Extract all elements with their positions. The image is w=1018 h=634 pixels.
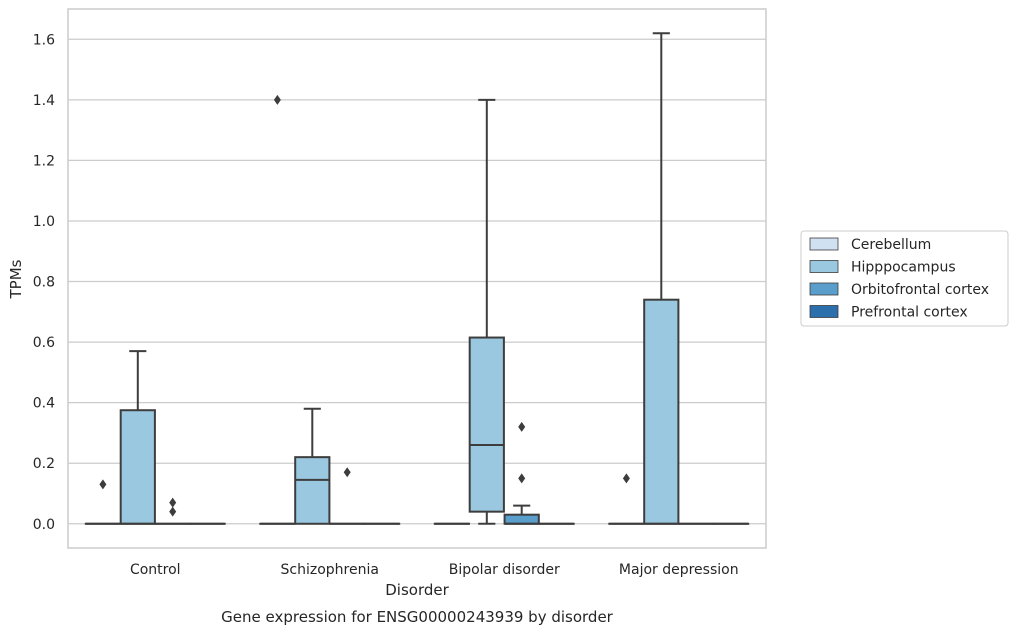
x-tick-label: Schizophrenia: [281, 562, 379, 578]
y-tick-label: 0.4: [33, 396, 55, 412]
legend-item: Cerebellum: [809, 237, 931, 253]
legend-frame: [800, 230, 1009, 327]
x-tick-label: Bipolar disorder: [449, 562, 560, 578]
box-plot: [119, 350, 156, 525]
box-plot: [643, 32, 680, 525]
outlier-point: [343, 467, 351, 478]
outlier-point: [518, 421, 526, 432]
y-tick-label: 0.2: [33, 456, 55, 472]
box-plot: [294, 407, 331, 525]
box-plot: [329, 467, 366, 525]
y-axis-label: TPMs: [7, 259, 25, 299]
y-tick-label: 1.4: [33, 93, 55, 109]
outlier-point: [169, 506, 177, 517]
outlier-point: [622, 473, 630, 484]
x-axis-label: Disorder: [385, 581, 449, 599]
box-plot: [259, 94, 296, 525]
legend-item: Hipppocampus: [809, 260, 956, 276]
outlier-point: [99, 479, 107, 490]
box-series: [84, 32, 750, 525]
x-tick-label: Control: [130, 562, 181, 578]
x-tick-labels: Control Schizophrenia Bipolar disorder Majo…: [130, 562, 739, 578]
y-tick-label: 1.2: [33, 153, 55, 169]
legend-item: Orbitofrontal cortex: [809, 282, 989, 298]
y-tick-label: 1.6: [33, 32, 55, 48]
legend-swatch: [809, 237, 839, 251]
legend-label: Orbitofrontal cortex: [851, 282, 989, 298]
outlier-point: [518, 473, 526, 484]
x-tick-label: Major depression: [619, 562, 739, 578]
box: [119, 409, 156, 525]
legend-label: Cerebellum: [851, 237, 931, 253]
outlier-point: [273, 94, 281, 105]
y-tick-labels: 0.0 0.2 0.4 0.6 0.8 1.0 1.2 1.4 1.6: [33, 32, 55, 532]
chart-caption: Gene expression for ENSG00000243939 by d…: [221, 608, 614, 626]
box-plot: [468, 98, 505, 525]
outlier-point: [169, 497, 177, 508]
box: [503, 513, 540, 525]
box-plot: [503, 421, 540, 525]
series-hipppocampus: [119, 32, 680, 525]
series-orbitofrontal-cortex: [154, 421, 715, 525]
y-tick-label: 0.8: [33, 275, 55, 291]
plot-frame: [67, 8, 767, 549]
box: [643, 298, 680, 525]
legend-swatch: [809, 305, 839, 318]
y-tick-label: 1.0: [33, 214, 55, 230]
y-tick-label: 0.0: [33, 517, 55, 533]
legend: Cerebellum Hipppocampus Orbitofrontal cort…: [800, 230, 1009, 327]
legend-swatch: [809, 260, 839, 273]
y-tick-label: 0.6: [33, 335, 55, 351]
legend-label: Hipppocampus: [851, 260, 956, 276]
legend-item: Prefrontal cortex: [809, 305, 968, 321]
legend-label: Prefrontal cortex: [851, 305, 968, 321]
box: [468, 336, 505, 513]
box: [294, 456, 331, 525]
legend-swatch: [809, 282, 839, 296]
